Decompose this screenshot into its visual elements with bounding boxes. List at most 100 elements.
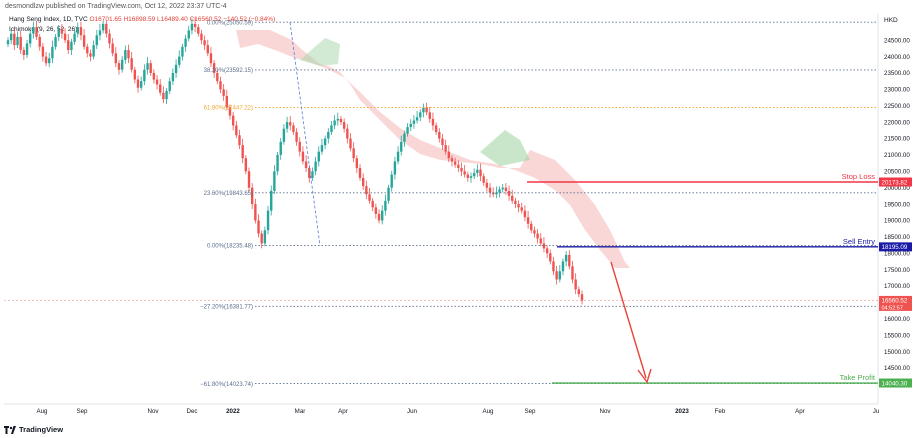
candle-body bbox=[114, 53, 118, 64]
candle-body bbox=[387, 187, 390, 201]
tradingview-logo-icon bbox=[4, 425, 16, 434]
candle-body bbox=[330, 125, 333, 132]
candle-body bbox=[28, 33, 32, 44]
candle-body bbox=[463, 171, 466, 175]
candle-body bbox=[51, 46, 54, 59]
candle-body bbox=[225, 95, 229, 108]
x-tick-label: Sep bbox=[76, 408, 88, 415]
fib-level-label: 0.00%(25050.59) bbox=[207, 20, 253, 26]
candle-body bbox=[6, 40, 10, 45]
candle-body bbox=[301, 151, 305, 162]
candle-body bbox=[165, 91, 168, 100]
candle-body bbox=[289, 122, 292, 126]
y-tick-label: 19000.00 bbox=[884, 218, 910, 225]
candle-body bbox=[105, 23, 108, 34]
y-tick-label: 18500.00 bbox=[884, 234, 910, 241]
candle-body bbox=[41, 46, 45, 57]
candle-body bbox=[428, 112, 431, 119]
x-tick-label: Nov bbox=[147, 408, 159, 415]
candle-body bbox=[276, 154, 279, 172]
fib-level-label: −27.20%(16381.77) bbox=[200, 304, 253, 310]
candle-body bbox=[48, 58, 51, 64]
y-tick-label: 21500.00 bbox=[884, 136, 910, 143]
candle-body bbox=[457, 164, 460, 169]
fib-level-label: −61.80%(14023.74) bbox=[200, 382, 253, 388]
symbol-legend: Hang Seng Index, 1D, TVC O16701.65 H1689… bbox=[9, 16, 275, 23]
publish-info: desmondlzw published on TradingView.com,… bbox=[5, 3, 227, 10]
candle-body bbox=[542, 243, 546, 249]
candle-body bbox=[517, 204, 520, 208]
y-tick-label: 22500.00 bbox=[884, 103, 910, 110]
candle-body bbox=[450, 158, 454, 162]
candle-body bbox=[197, 27, 200, 34]
candle-body bbox=[159, 84, 162, 93]
candle-body bbox=[555, 271, 558, 280]
y-tick-label: 15000.00 bbox=[884, 349, 910, 356]
candle-body bbox=[92, 45, 95, 57]
candle-body bbox=[444, 145, 447, 152]
trade-level-price: 18195.09 bbox=[882, 244, 908, 251]
candle-body bbox=[422, 107, 425, 113]
candle-body bbox=[212, 63, 216, 73]
candle-body bbox=[228, 107, 232, 116]
last-price-value: 16560.52 bbox=[882, 298, 908, 305]
candle-body bbox=[295, 131, 298, 142]
y-tick-label: 20500.00 bbox=[884, 169, 910, 176]
candle-body bbox=[549, 253, 552, 262]
candle-body bbox=[479, 169, 482, 177]
candle-body bbox=[70, 41, 73, 51]
candle-body bbox=[482, 176, 485, 183]
candle-body bbox=[453, 161, 457, 165]
candle-body bbox=[393, 161, 397, 175]
indicator-legend: Ichimoku (9, 26, 52, 26) bbox=[9, 26, 78, 33]
candle-body bbox=[501, 187, 504, 190]
x-tick-label: Apr bbox=[338, 408, 348, 415]
candle-body bbox=[108, 33, 111, 44]
candle-body bbox=[476, 169, 479, 173]
symbol-name: Hang Seng Index, 1D, TVC bbox=[9, 16, 88, 23]
candle-body bbox=[466, 174, 470, 178]
candle-body bbox=[273, 171, 276, 191]
ichimoku-cloud-bullish bbox=[300, 38, 340, 66]
trade-level-label: Sell Entry bbox=[843, 237, 875, 246]
candle-body bbox=[314, 161, 317, 172]
candle-body bbox=[409, 123, 412, 128]
bar-countdown: 04:52:57 bbox=[882, 305, 903, 311]
trade-level-label: Take Profit bbox=[840, 373, 876, 382]
candle-body bbox=[311, 171, 314, 178]
candle-body bbox=[472, 172, 476, 177]
x-tick-label: Sep bbox=[524, 408, 536, 415]
candle-body bbox=[384, 200, 387, 211]
candle-body bbox=[304, 161, 308, 169]
candle-body bbox=[178, 56, 181, 65]
candle-body bbox=[415, 117, 419, 121]
y-tick-label: 17500.00 bbox=[884, 267, 910, 274]
candle-body bbox=[82, 35, 86, 47]
candle-body bbox=[76, 27, 79, 34]
candle-body bbox=[352, 148, 355, 159]
ohlc-values: O16701.65 H16898.59 L16489.40 C16560.52 … bbox=[89, 16, 276, 23]
tradingview-label: TradingView bbox=[19, 425, 64, 434]
candle-body bbox=[377, 213, 381, 221]
candle-body bbox=[488, 187, 492, 193]
candle-body bbox=[238, 135, 241, 146]
candle-body bbox=[561, 261, 565, 272]
candle-body bbox=[120, 59, 124, 70]
x-tick-label: 2023 bbox=[675, 408, 689, 415]
fib-level-label: 23.60%(19843.65) bbox=[204, 191, 253, 197]
fib-trend-line bbox=[289, 22, 321, 246]
candle-body bbox=[86, 46, 89, 54]
candle-body bbox=[13, 33, 16, 46]
candle-body bbox=[250, 187, 254, 205]
currency-label: HKD bbox=[884, 17, 898, 24]
x-tick-label: Jun bbox=[407, 408, 418, 415]
candle-body bbox=[492, 192, 495, 195]
x-tick-label: Nov bbox=[599, 408, 611, 415]
ichimoku-cloud-bullish bbox=[480, 130, 530, 166]
candle-body bbox=[22, 50, 26, 55]
candle-body bbox=[57, 28, 60, 37]
tradingview-branding: TradingView bbox=[4, 425, 63, 434]
candle-body bbox=[32, 27, 35, 34]
trade-level-price-tag bbox=[879, 378, 912, 388]
